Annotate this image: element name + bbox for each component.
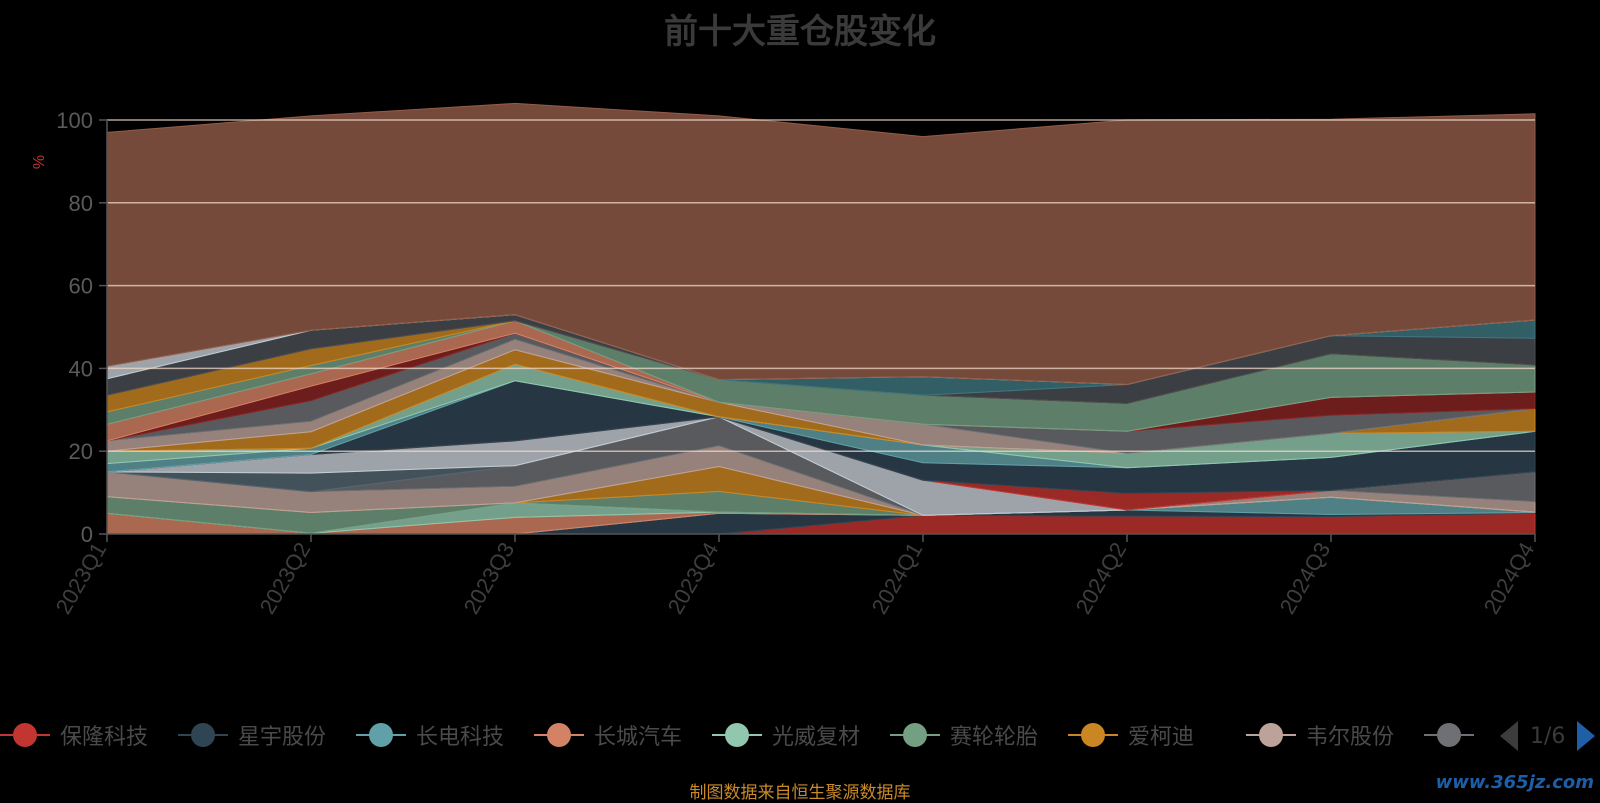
y-tick-label: 80 bbox=[69, 191, 93, 216]
source-note: 制图数据来自恒生聚源数据库 bbox=[689, 783, 911, 803]
legend: 保隆科技 星宇股份 长电科技 长城汽车 光威复材 赛轮轮胎 爱柯迪 韦尔股份 科 bbox=[0, 712, 1480, 758]
legend-item-长电科技[interactable]: 长电科技 bbox=[356, 712, 504, 758]
legend-marker-icon bbox=[178, 720, 228, 750]
legend-next-page-button[interactable] bbox=[1577, 721, 1596, 751]
chart-title: 前十大重仓股变化 bbox=[664, 12, 936, 52]
legend-marker-icon bbox=[1424, 720, 1474, 750]
legend-item-星宇股份[interactable]: 星宇股份 bbox=[178, 712, 326, 758]
x-tick-label: 2023Q4 bbox=[663, 538, 724, 618]
grid-layer bbox=[107, 119, 1535, 535]
legend-label: 韦尔股份 bbox=[1306, 725, 1395, 750]
y-tick-label: 0 bbox=[81, 522, 93, 547]
legend-marker-icon bbox=[890, 720, 940, 750]
legend-label: 爱柯迪 bbox=[1128, 725, 1195, 750]
legend-label: 长城汽车 bbox=[594, 725, 683, 750]
legend-item-爱柯迪[interactable]: 爱柯迪 bbox=[1068, 712, 1194, 758]
legend-item-科[interactable]: 科 bbox=[1424, 712, 1480, 758]
y-tick-label: 40 bbox=[69, 356, 93, 381]
area-series-layer bbox=[106, 102, 1536, 535]
x-tick-label: 2024Q2 bbox=[1071, 538, 1132, 618]
y-axis-label: % bbox=[31, 155, 48, 169]
legend-label: 保隆科技 bbox=[60, 725, 149, 750]
legend-item-韦尔股份[interactable]: 韦尔股份 bbox=[1246, 712, 1394, 758]
legend-marker-icon bbox=[0, 720, 50, 750]
legend-pager: 1/6 bbox=[1500, 716, 1596, 756]
legend-marker-icon bbox=[534, 720, 584, 750]
x-tick-label: 2023Q2 bbox=[255, 538, 316, 618]
legend-marker-icon bbox=[1068, 720, 1118, 750]
legend-page-indicator: 1/6 bbox=[1530, 723, 1566, 749]
legend-label: 星宇股份 bbox=[238, 725, 327, 750]
x-tick-label: 2024Q1 bbox=[867, 538, 928, 618]
legend-marker-icon bbox=[1246, 720, 1296, 750]
legend-marker-icon bbox=[356, 720, 406, 750]
y-tick-label: 100 bbox=[56, 108, 93, 133]
x-tick-label: 2023Q3 bbox=[459, 538, 520, 618]
x-tick-label: 2023Q1 bbox=[51, 538, 112, 618]
y-tick-label: 60 bbox=[69, 274, 93, 299]
legend-marker-icon bbox=[712, 720, 762, 750]
legend-item-光威复材[interactable]: 光威复材 bbox=[712, 712, 860, 758]
legend-label: 长电科技 bbox=[416, 725, 505, 750]
legend-prev-page-button[interactable] bbox=[1500, 721, 1518, 751]
legend-item-长城汽车[interactable]: 长城汽车 bbox=[534, 712, 682, 758]
x-tick-label: 2024Q4 bbox=[1479, 538, 1540, 618]
legend-item-保隆科技[interactable]: 保隆科技 bbox=[0, 712, 148, 758]
watermark: www.365jz.com bbox=[1435, 772, 1594, 793]
legend-item-赛轮轮胎[interactable]: 赛轮轮胎 bbox=[890, 712, 1038, 758]
area-series-26[interactable] bbox=[106, 102, 1536, 386]
x-tick-label: 2024Q3 bbox=[1275, 538, 1336, 618]
legend-label: 赛轮轮胎 bbox=[950, 725, 1039, 750]
y-tick-label: 20 bbox=[69, 439, 93, 464]
legend-label: 光威复材 bbox=[772, 725, 861, 750]
